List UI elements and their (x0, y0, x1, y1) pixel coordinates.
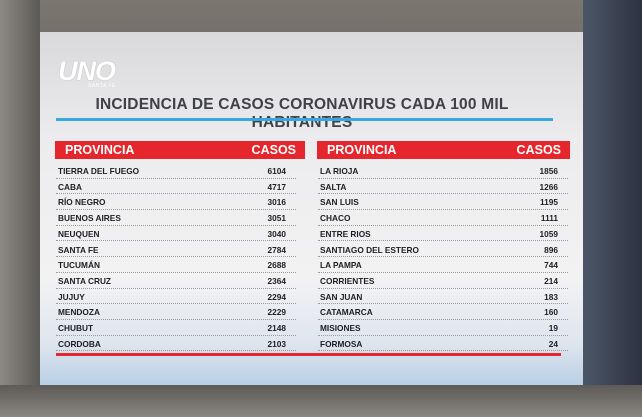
cases: 1195 (540, 197, 558, 208)
cases: 2229 (267, 307, 286, 318)
cases: 24 (548, 338, 558, 349)
logo: UNO (58, 56, 116, 86)
province: CATAMARCA (320, 307, 373, 318)
province: NEUQUEN (58, 228, 100, 239)
table-row: CORRIENTES 214 (318, 273, 568, 289)
table-row: SANTIAGO DEL ESTERO 896 (318, 242, 568, 258)
cases: 183 (544, 291, 558, 302)
logo-subtitle: SANTA FE (88, 83, 116, 89)
cases: 2364 (267, 275, 286, 286)
panel (40, 32, 583, 385)
province: LA RIOJA (320, 166, 359, 176)
cases: 744 (544, 260, 558, 271)
table-row: FORMOSA 24 (318, 336, 568, 352)
cases: 3040 (267, 228, 286, 239)
cases: 19 (548, 323, 558, 333)
table-row: CATAMARCA 160 (318, 304, 568, 320)
cases: 1059 (539, 228, 558, 239)
province: ENTRE RIOS (320, 228, 371, 239)
table-row: SANTA CRUZ 2364 (56, 273, 296, 289)
cases: 1111 (540, 213, 558, 224)
header-cell: PROVINCIA (65, 143, 135, 157)
table-row: JUJUY 2294 (56, 289, 296, 305)
province: CABA (58, 181, 82, 192)
province: RÍO NEGRO (58, 197, 106, 208)
table-header: PROVINCIA CASOS (55, 141, 305, 159)
province: MISIONES (320, 323, 361, 333)
table-row: MENDOZA 2229 (56, 304, 296, 320)
province: SANTA FE (58, 244, 99, 255)
cases: 2294 (267, 291, 286, 302)
province: SALTA (320, 181, 347, 192)
table-row: LA PAMPA 744 (318, 257, 568, 273)
table-row: SAN JUAN 183 (318, 289, 568, 305)
province: CHACO (320, 213, 351, 224)
header-cell: PROVINCIA (327, 143, 397, 157)
cases: 1856 (539, 166, 558, 176)
province: TUCUMÁN (58, 260, 100, 271)
table-row: CHACO 1111 (318, 210, 568, 226)
province: JUJUY (58, 291, 85, 302)
cases: 2103 (267, 338, 286, 349)
province: CHUBUT (58, 323, 94, 333)
province: LA PAMPA (320, 260, 362, 271)
table-row: MISIONES 19 (318, 320, 568, 336)
table-row: SAN LUIS 1195 (318, 194, 568, 211)
cases: 4717 (267, 181, 286, 192)
cases: 1266 (539, 181, 558, 192)
province: SAN LUIS (320, 197, 359, 208)
table-row: CHUBUT 2148 (56, 320, 296, 336)
cases: 2784 (267, 244, 286, 255)
table-row: RÍO NEGRO 3016 (56, 194, 296, 211)
table-row: TUCUMÁN 2688 (56, 257, 296, 273)
table-row: CORDOBA 2103 (56, 336, 296, 352)
background (583, 0, 642, 417)
cases: 2688 (267, 260, 286, 271)
table-row: SANTA FE 2784 (56, 242, 296, 258)
bottom-rule (56, 353, 561, 356)
province: TIERRA DEL FUEGO (58, 166, 140, 176)
province: FORMOSA (320, 338, 363, 349)
table-row: BUENOS AIRES 3051 (56, 210, 296, 226)
province: SANTA CRUZ (58, 275, 112, 286)
province: CORRIENTES (320, 275, 375, 286)
cases: 896 (544, 244, 558, 255)
table-row: CABA 4717 (56, 179, 296, 195)
table-header: PROVINCIA CASOS (317, 141, 570, 159)
table-row: TIERRA DEL FUEGO 6104 (56, 163, 296, 179)
header-cell: CASOS (251, 143, 296, 157)
title: INCIDENCIA DE CASOS CORONAVIRUS CADA 100… (95, 96, 509, 131)
cases: 160 (544, 307, 558, 318)
table-row: ENTRE RIOS 1059 (318, 226, 568, 242)
cases: 2148 (267, 323, 286, 333)
province: BUENOS AIRES (58, 213, 121, 224)
header-cell: CASOS (516, 143, 561, 157)
province: SANTIAGO DEL ESTERO (320, 244, 419, 255)
province: SAN JUAN (320, 291, 363, 302)
cases: 3016 (267, 197, 286, 208)
cases: 6104 (267, 166, 286, 176)
background (0, 0, 40, 417)
cases: 214 (544, 275, 558, 286)
table-row: LA RIOJA 1856 (318, 163, 568, 179)
background (0, 385, 642, 417)
province: CORDOBA (58, 338, 101, 349)
table-row: NEUQUEN 3040 (56, 226, 296, 242)
province: MENDOZA (58, 307, 100, 318)
cases: 3051 (267, 213, 286, 224)
title-underline (56, 118, 553, 121)
table-row: SALTA 1266 (318, 179, 568, 195)
